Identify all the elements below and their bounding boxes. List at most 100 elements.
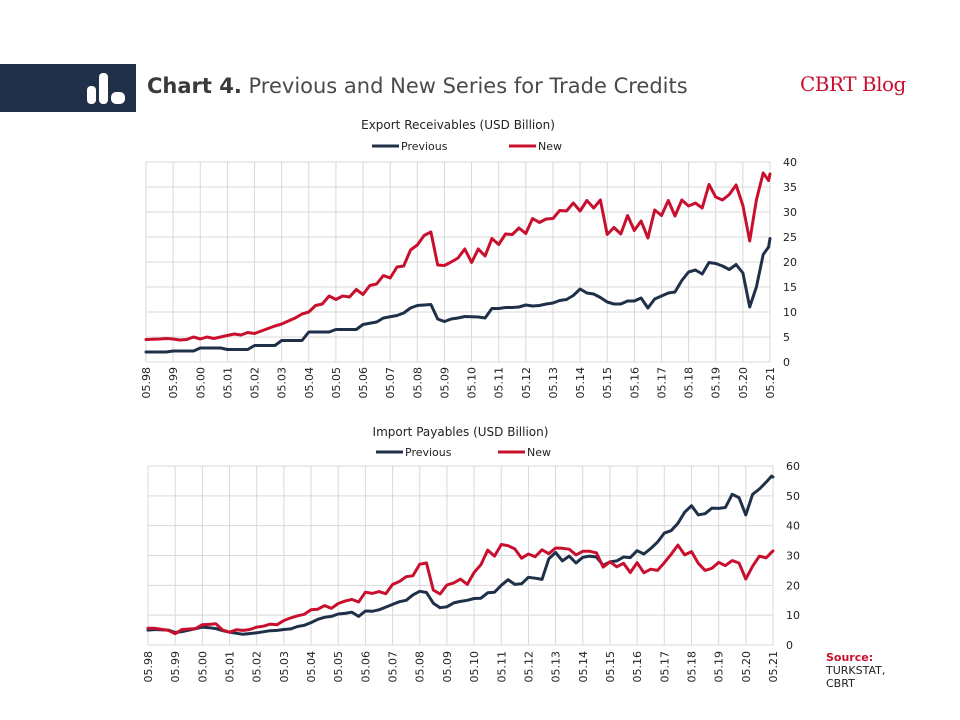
data-point-previous [620,303,622,305]
data-point-new [287,320,289,322]
data-point-previous [514,583,516,585]
legend-label-previous: Previous [405,446,452,459]
data-point-previous [674,291,676,293]
data-point-previous [691,505,692,507]
data-point-new [579,210,581,212]
x-tick-label: 05.13 [550,651,563,683]
data-point-previous [593,293,595,295]
data-point-new [728,194,730,195]
x-tick-label: 05.02 [251,651,264,683]
data-point-new [525,233,527,234]
x-tick-label: 05.16 [631,651,644,683]
data-point-previous [627,300,629,302]
data-point-new [505,233,506,235]
x-tick-label: 05.07 [387,651,400,683]
y-tick-label: 0 [783,356,790,369]
data-point-new [349,296,350,298]
data-point-previous [498,308,500,309]
y-tick-label: 15 [783,281,797,294]
source-text: TURKSTAT, CBRT [826,664,886,690]
data-point-new [254,333,255,334]
data-point-new [755,199,757,201]
data-point-previous [599,297,601,298]
x-tick-label: 05.01 [224,651,237,683]
data-point-previous [647,307,649,309]
data-point-new [500,544,502,545]
data-point-previous [405,599,407,601]
data-point-new [337,603,339,604]
data-point-new [661,215,662,216]
data-point-new [181,629,183,630]
data-point-new [233,333,235,335]
data-point-previous [446,606,448,608]
data-point-new [548,553,550,555]
x-tick-label: 05.15 [601,367,614,399]
data-point-new [376,283,378,285]
data-point-previous [335,329,337,330]
data-point-previous [667,292,669,294]
data-point-new [215,623,217,625]
data-point-previous [430,304,432,305]
source-note: Source: TURKSTAT, CBRT [826,651,906,690]
data-point-new [769,173,771,175]
x-tick-label: 05.98 [142,651,155,683]
data-point-previous [765,481,767,483]
data-point-new [518,227,520,229]
data-point-previous [738,497,740,499]
data-point-new [620,233,622,235]
data-point-previous [432,602,434,604]
data-point-new [174,633,176,635]
data-point-new [477,248,479,250]
legend-label-new: New [538,140,562,153]
data-point-new [559,210,561,211]
data-point-new [738,562,740,564]
chart-title-export: Export Receivables (USD Billion) [361,118,555,132]
brand-logo-text: CBRT Blog [800,72,906,96]
data-point-new [694,202,696,204]
y-tick-label: 35 [783,181,797,194]
data-point-new [145,339,147,340]
data-point-new [446,584,448,586]
data-point-new [670,553,672,555]
data-point-previous [215,628,217,630]
data-point-new [240,334,242,336]
title-number: Chart 4. [147,74,242,98]
data-point-new [552,218,554,219]
data-point-previous [439,607,441,609]
data-point-new [636,562,638,564]
data-point-new [566,210,567,212]
data-point-previous [201,626,203,628]
data-point-new [321,303,323,305]
x-tick-label: 05.10 [466,367,479,399]
data-point-new [532,218,534,219]
y-tick-label: 25 [783,231,797,244]
data-point-new [758,555,760,557]
data-point-new [317,608,319,610]
data-point-new [708,184,710,185]
data-point-previous [330,615,332,617]
data-point-previous [771,475,773,477]
data-point-new [432,589,434,591]
data-point-previous [745,514,747,516]
x-tick-label: 05.99 [167,367,180,399]
data-point-new [335,299,337,300]
data-point-previous [629,557,631,559]
data-point-new [471,262,473,263]
data-point-new [260,330,262,332]
data-point-previous [640,297,642,299]
data-point-previous [242,633,244,635]
data-point-new [310,609,312,611]
y-tick-label: 20 [783,256,797,269]
data-point-previous [466,599,468,601]
data-point-new [749,240,751,242]
series-line-new [144,171,772,342]
data-point-new [235,629,237,631]
data-point-previous [473,598,475,599]
header-bar [0,64,136,112]
data-point-new [484,255,486,257]
data-point-previous [297,626,298,627]
data-point-new [371,592,373,594]
data-point-previous [378,609,380,611]
data-point-new [437,264,439,266]
data-point-new [398,581,400,582]
